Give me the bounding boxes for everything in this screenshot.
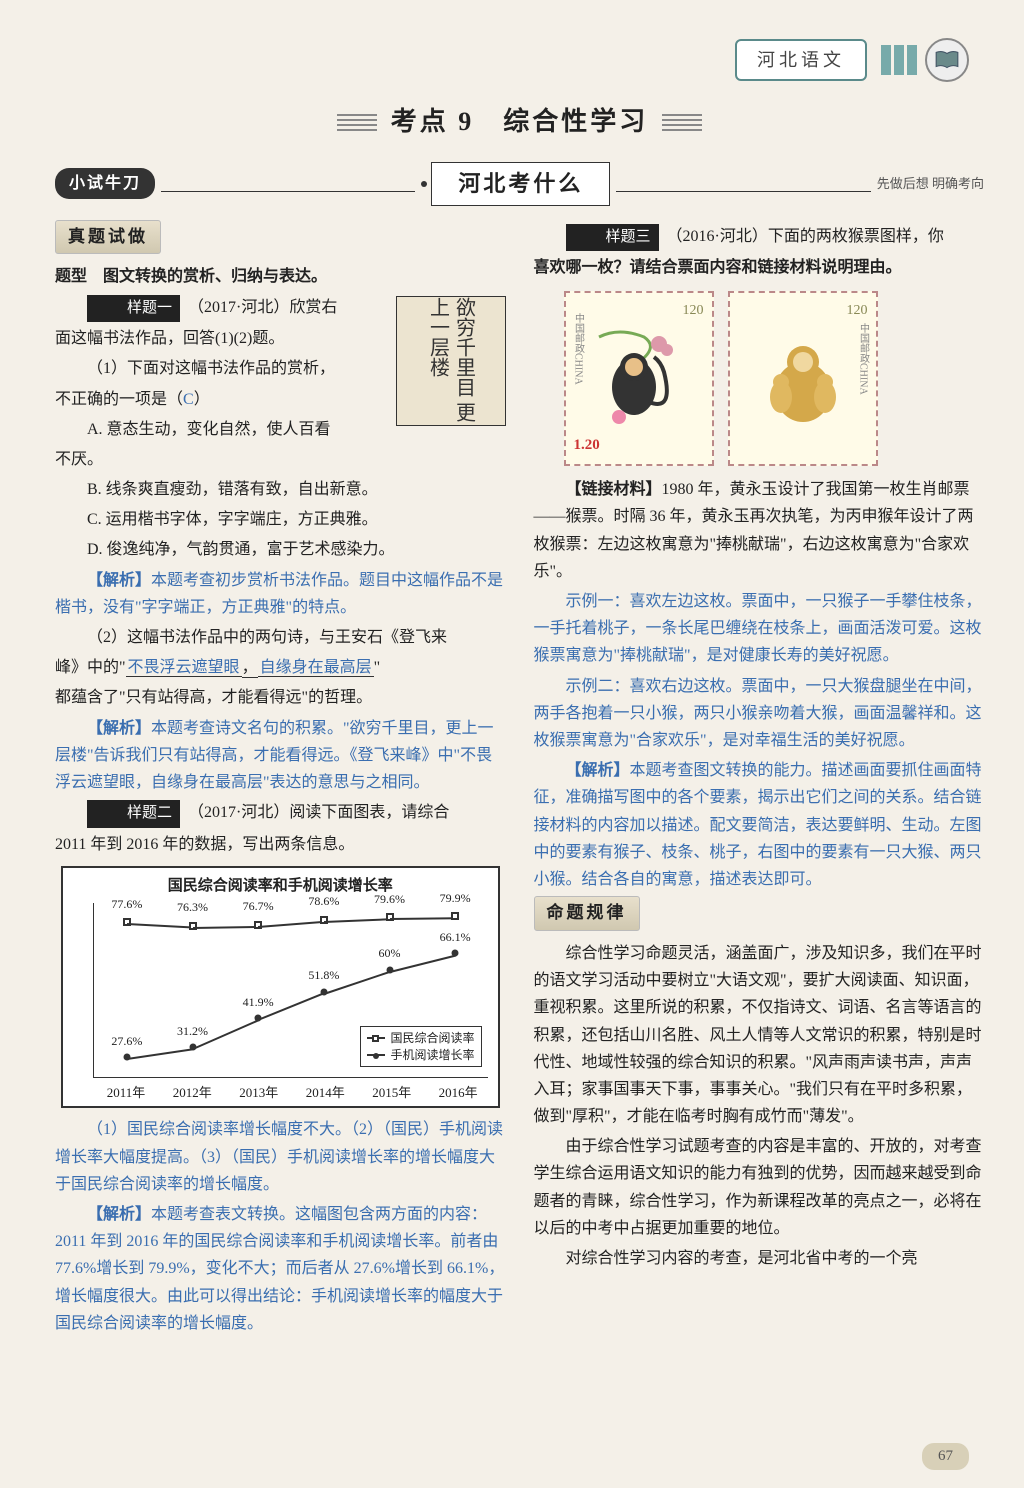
stamp2-side: 中国邮政CHINA xyxy=(855,323,872,395)
q2-e: 都蕴含了"只有站得高，才能看得远"的哲理。 xyxy=(55,684,506,711)
q2-ans2: 自缘身在最高层 xyxy=(258,659,374,677)
stamp-right: 120 中国邮政CHINA xyxy=(728,291,878,466)
opt-b: B. 线条爽直瘦劲，错落有致，自出新意。 xyxy=(55,476,506,503)
chart-area: 国民综合阅读率 手机阅读增长率 77.6%76.3%76.7%78.6%79.6… xyxy=(93,903,488,1078)
left-column: 真题试做 题型 图文转换的赏析、归纳与表达。 欲穷千里目 更上一层楼 样题一 （… xyxy=(55,220,506,1340)
tag-yangti3: 样题三 xyxy=(566,224,659,252)
subtitle-row: 小试牛刀 河北考什么 先做后想 明确考向 xyxy=(55,162,984,205)
badge-pill: 小试牛刀 xyxy=(55,168,155,199)
chart-legend: 国民综合阅读率 手机阅读增长率 xyxy=(360,1026,481,1068)
stamp-left: 120 中国邮政CHINA 1.20 xyxy=(564,291,714,466)
q3-src-b: 2011 年到 2016 年的数据，写出两条信息。 xyxy=(55,831,506,858)
page-title-row: 考点 9 综合性学习 xyxy=(55,100,984,144)
chart-box: 国民综合阅读率和手机阅读增长率 国民综合阅读率 手机阅读增长率 77.6%76.… xyxy=(61,866,500,1109)
section-mingti: 命题规律 xyxy=(534,896,640,931)
calligraphy-text: 欲穷千里目 更上一层楼 xyxy=(425,297,477,425)
stamps-row: 120 中国邮政CHINA 1.20 120 xyxy=(564,291,985,466)
right-column: 样题三 （2016·河北）下面的两枚猴票图样，你 喜欢哪一枚？请结合票面内容和链… xyxy=(534,220,985,1340)
rule-p1: 综合性学习命题灵活，涵盖面广，涉及知识多，我们在平时的语文学习活动中要树立"大语… xyxy=(534,940,985,1130)
small-note: 先做后想 明确考向 xyxy=(877,173,984,195)
analysis-1: 【解析】本题考查初步赏析书法作品。题目中这幅作品不是楷书，没有"字字端正，方正典… xyxy=(55,567,506,621)
page-title: 考点 9 综合性学习 xyxy=(391,100,649,144)
main-columns: 真题试做 题型 图文转换的赏析、归纳与表达。 欲穷千里目 更上一层楼 样题一 （… xyxy=(55,220,984,1340)
section-zhenti: 真题试做 xyxy=(55,220,161,255)
subject-tab: 河北语文 xyxy=(735,39,867,82)
q4-src: 样题三 （2016·河北）下面的两枚猴票图样，你 xyxy=(534,223,985,252)
question-type: 题型 图文转换的赏析、归纳与表达。 xyxy=(55,263,506,290)
rule-p3: 对综合性学习内容的考查，是河北省中考的一个亮 xyxy=(534,1245,985,1272)
header-tab: 河北语文 xyxy=(735,38,969,82)
answer-3: （1）国民综合阅读率增长幅度不大。（2）（国民）手机阅读增长率大幅度提高。（3）… xyxy=(55,1116,506,1198)
stamp1-val-bl: 1.20 xyxy=(574,433,600,459)
analysis-3: 【解析】本题考查表文转换。这幅图包含两方面的内容：2011 年到 2016 年的… xyxy=(55,1201,506,1337)
tag-yangti1: 样题一 xyxy=(87,295,180,323)
q2-fill: 峰》中的"不畏浮云遮望眼，自缘身在最高层" xyxy=(55,654,506,681)
stamp1-art xyxy=(586,315,692,438)
rule-p2: 由于综合性学习试题考查的内容是丰富的、开放的，对考查学生综合运用语文知识的能力有… xyxy=(534,1133,985,1242)
example-2: 示例二：喜欢右边这枚。票面中，一只大猴盘腿坐在中间，两手各抱着一只小猴，两只小猴… xyxy=(534,673,985,755)
example-1: 示例一：喜欢左边这枚。票面中，一只猴子一手攀住枝条，一手托着桃子，一条长尾巴缠绕… xyxy=(534,588,985,670)
opt-d: D. 俊逸纯净，气韵贯通，富于艺术感染力。 xyxy=(55,536,506,563)
opt-c: C. 运用楷书字体，字字端庄，方正典雅。 xyxy=(55,506,506,533)
analysis-4: 【解析】本题考查图文转换的能力。描述画面要抓住画面特征，准确描写图中的各个要素，… xyxy=(534,757,985,893)
stamp1-side: 中国邮政CHINA xyxy=(570,313,587,385)
q4-src-b: 喜欢哪一枚？请结合票面内容和链接材料说明理由。 xyxy=(534,254,985,281)
stamp2-art xyxy=(750,315,856,438)
title-deco-right xyxy=(662,111,702,134)
book-icon xyxy=(925,38,969,82)
chart-xaxis: 2011年2012年2013年2014年2015年2016年 xyxy=(93,1082,492,1104)
calligraphy-image: 欲穷千里目 更上一层楼 xyxy=(396,296,506,426)
deco-bars xyxy=(881,45,917,75)
tag-yangti2: 样题二 xyxy=(87,800,180,828)
page-number: 67 xyxy=(922,1443,969,1471)
opt-a2: 不厌。 xyxy=(55,446,506,473)
q3-src: 样题二 （2017·河北）阅读下面图表，请综合 xyxy=(55,799,506,828)
q2-a: （2）这幅书法作品中的两句诗，与王安石《登飞来 xyxy=(55,624,506,651)
analysis-2: 【解析】本题考查诗文名句的积累。"欲穷千里目，更上一层楼"告诉我们只有站得高，才… xyxy=(55,715,506,797)
q2-ans1: 不畏浮云遮望眼 xyxy=(126,659,242,677)
link-material: 【链接材料】1980 年，黄永玉设计了我国第一枚生肖邮票——猴票。时隔 36 年… xyxy=(534,476,985,585)
section-subtitle: 河北考什么 xyxy=(431,162,610,205)
title-deco-left xyxy=(337,111,377,134)
q1-answer: C xyxy=(183,391,194,408)
